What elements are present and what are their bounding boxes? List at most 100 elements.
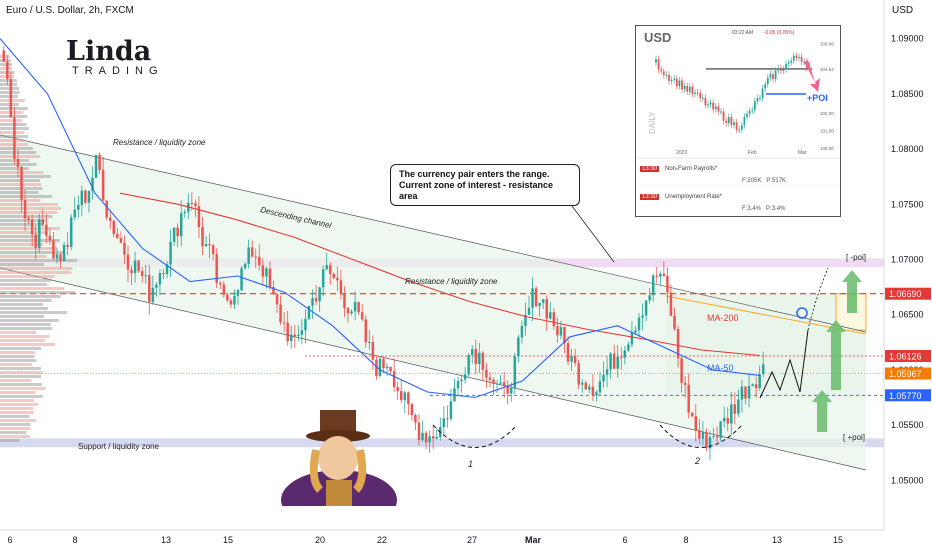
logo-name: Linda bbox=[66, 36, 152, 67]
candle-body bbox=[541, 299, 545, 303]
candle-body bbox=[669, 292, 673, 316]
price-label-bg bbox=[885, 349, 931, 362]
candle-body bbox=[265, 268, 268, 277]
candle-body bbox=[6, 61, 9, 79]
inset-y-tick: 102.00 bbox=[820, 111, 834, 116]
candle-body bbox=[407, 392, 410, 404]
candle-body bbox=[211, 245, 215, 255]
candle-body bbox=[119, 237, 123, 243]
volume-profile-bar bbox=[0, 331, 37, 334]
volume-profile-bar bbox=[0, 287, 65, 290]
inset-candle-body bbox=[756, 98, 759, 102]
price-label-text: 1.06690 bbox=[889, 289, 922, 299]
candle-body bbox=[140, 271, 144, 276]
x-tick-label: 6 bbox=[7, 535, 12, 545]
bullish-arrow bbox=[842, 270, 862, 313]
candle-body bbox=[208, 244, 211, 246]
candle-body bbox=[730, 404, 733, 424]
inset-candle-body bbox=[740, 125, 743, 130]
volume-profile-bar bbox=[0, 435, 30, 438]
event-1-previous: P:517K bbox=[766, 178, 787, 184]
candle-body bbox=[400, 391, 403, 401]
projection-path bbox=[759, 329, 809, 399]
candle-body bbox=[201, 227, 204, 247]
candle-body bbox=[293, 334, 297, 336]
inset-event-2-values: F:3.4% P:3.4% bbox=[742, 206, 785, 212]
inset-candle-body bbox=[668, 74, 670, 81]
volume-profile-bar bbox=[0, 99, 25, 102]
inset-candle-body bbox=[764, 84, 767, 89]
candle-body bbox=[155, 284, 158, 288]
volume-profile-bar bbox=[0, 283, 48, 286]
inset-candle-body bbox=[694, 92, 696, 94]
candle-body bbox=[94, 154, 98, 178]
candle-body bbox=[463, 374, 467, 380]
volume-profile-bar bbox=[0, 343, 55, 346]
candle-body bbox=[41, 219, 45, 225]
candle-body bbox=[357, 301, 360, 313]
candle-body bbox=[403, 392, 407, 401]
inset-candle-body bbox=[720, 111, 722, 113]
candle-body bbox=[55, 254, 59, 259]
candle-body bbox=[470, 349, 474, 356]
candle-body bbox=[761, 364, 765, 375]
volume-profile-bar bbox=[0, 275, 55, 278]
event-1-name: Non-Farm Payrolls* bbox=[665, 166, 718, 172]
candle-body bbox=[744, 386, 747, 399]
candle-body bbox=[48, 235, 52, 241]
candle-body bbox=[623, 350, 627, 358]
candle-body bbox=[421, 432, 424, 441]
inset-candle-body bbox=[701, 97, 704, 99]
price-label-bg bbox=[885, 389, 931, 402]
volume-profile-bar bbox=[0, 319, 59, 322]
candle-body bbox=[179, 213, 183, 237]
price-label-text: 1.05967 bbox=[889, 369, 922, 379]
y-tick-label: 1.08000 bbox=[891, 144, 924, 154]
inset-event-1: 13:30 Non-Farm Payrolls* bbox=[640, 166, 717, 172]
x-tick-label: 20 bbox=[315, 535, 325, 545]
candle-body bbox=[417, 422, 421, 441]
candle-body bbox=[300, 330, 304, 335]
candle-body bbox=[616, 356, 619, 369]
inset-candle-body bbox=[722, 111, 725, 121]
candle-body bbox=[215, 254, 218, 283]
candle-body bbox=[524, 314, 527, 326]
candle-body bbox=[456, 381, 460, 389]
candle-body bbox=[637, 317, 641, 331]
candle-body bbox=[655, 275, 659, 277]
inset-candle-body bbox=[725, 120, 728, 124]
candle-body bbox=[336, 277, 339, 281]
candle-body bbox=[240, 268, 243, 291]
candle-body bbox=[346, 308, 350, 314]
candle-body bbox=[722, 417, 726, 422]
inset-candle-body bbox=[683, 85, 686, 90]
candle-body bbox=[151, 287, 155, 302]
price-label-bg bbox=[885, 287, 931, 300]
x-tick-label: 27 bbox=[467, 535, 477, 545]
candle-body bbox=[385, 366, 389, 369]
candle-body bbox=[538, 302, 541, 307]
candle-body bbox=[133, 260, 137, 274]
candle-body bbox=[183, 211, 187, 214]
candle-body bbox=[662, 273, 666, 276]
volume-profile-bar bbox=[0, 303, 43, 306]
candle-body bbox=[371, 341, 375, 360]
volume-profile-bar bbox=[0, 327, 53, 330]
x-tick-label: 13 bbox=[772, 535, 782, 545]
volume-profile-bar bbox=[0, 267, 73, 270]
resistance-zone-left-label: Resistance / liquidity zone bbox=[113, 138, 206, 147]
candle-body bbox=[580, 382, 584, 385]
ma200-line bbox=[119, 192, 761, 357]
candle-body bbox=[272, 286, 275, 295]
chart-title: Euro / U.S. Dollar, 2h, FXCM bbox=[6, 5, 134, 16]
volume-profile-bar bbox=[0, 103, 19, 106]
volume-profile-bar bbox=[0, 399, 35, 402]
candle-body bbox=[534, 288, 538, 307]
inset-svg: 2023 Feb Mar 106.00 104.54 102.00 101.00 100.00 bbox=[636, 26, 840, 187]
volume-profile-bar bbox=[0, 415, 30, 418]
inset-candle-body bbox=[707, 104, 709, 106]
volume-profile-bar bbox=[0, 195, 53, 198]
volume-profile-bar bbox=[0, 367, 42, 370]
inset-candle-body bbox=[795, 55, 798, 58]
candle-body bbox=[687, 384, 690, 413]
